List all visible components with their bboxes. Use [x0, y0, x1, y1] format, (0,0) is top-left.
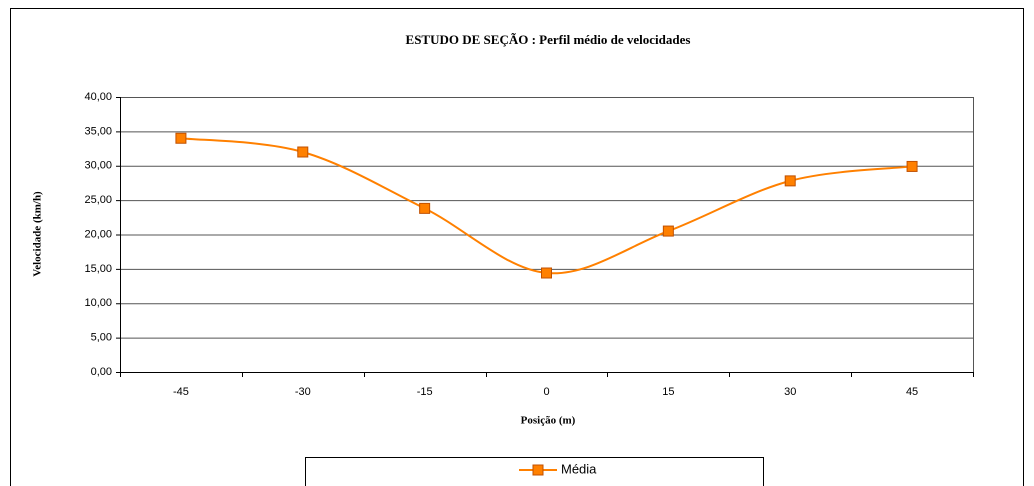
y-tick-label: 5,00	[91, 332, 112, 344]
x-tick-label: -30	[295, 386, 311, 398]
y-tick-label: 30,00	[84, 160, 112, 172]
point-marker	[662, 225, 674, 237]
point-marker	[297, 146, 309, 158]
legend-marker	[532, 464, 544, 476]
y-axis-label: Velocidade (km/h)	[32, 191, 44, 277]
y-tick-label: 35,00	[84, 125, 112, 137]
y-tick-label: 10,00	[84, 297, 112, 309]
x-tick-label: -45	[173, 386, 189, 398]
y-tick-label: 25,00	[84, 194, 112, 206]
point-marker	[906, 160, 918, 172]
x-axis-label: Posição (m)	[521, 415, 576, 427]
x-tick-label: 15	[662, 386, 674, 398]
y-tick-label: 15,00	[84, 263, 112, 275]
point-marker	[784, 175, 796, 187]
point-marker	[175, 132, 187, 144]
x-tick-label: 30	[784, 386, 796, 398]
chart-border	[10, 8, 1024, 486]
y-tick-label: 20,00	[84, 228, 112, 240]
point-marker	[541, 267, 552, 279]
point-marker	[419, 202, 431, 214]
x-tick-label: -15	[417, 386, 433, 398]
x-tick-label: 0	[543, 386, 549, 398]
legend-label: Média	[561, 461, 597, 476]
y-tick-label: 40,00	[84, 91, 112, 103]
chart-title: ESTUDO DE SEÇÃO : Perfil médio de veloci…	[406, 32, 691, 47]
y-tick-label: 0,00	[91, 366, 112, 378]
x-tick-label: 45	[906, 386, 918, 398]
